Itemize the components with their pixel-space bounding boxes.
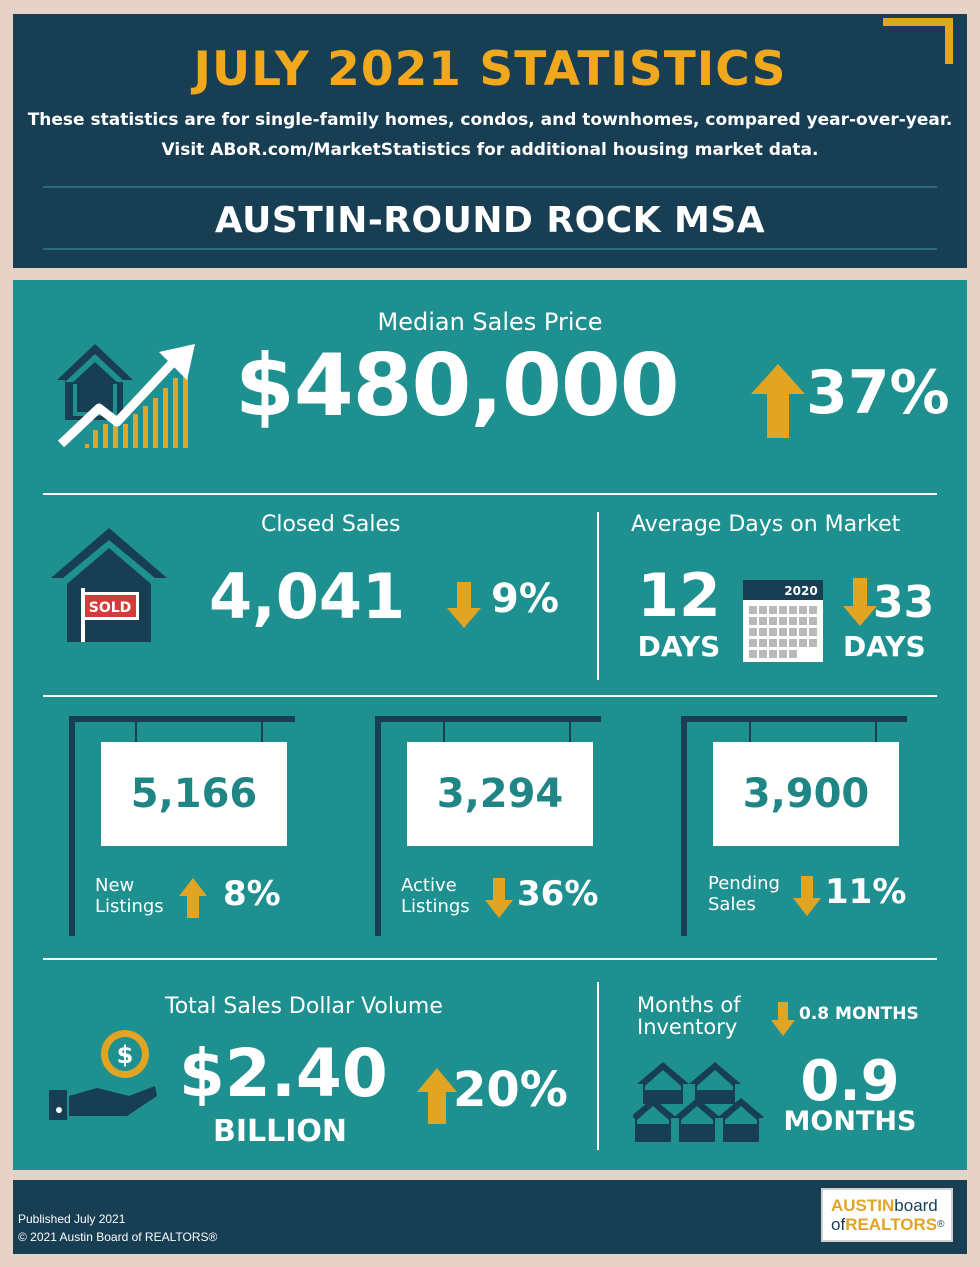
signpost-pole bbox=[69, 716, 75, 936]
closed-sales-label: Closed Sales bbox=[261, 512, 401, 537]
header-divider-top bbox=[43, 186, 937, 188]
divider-3 bbox=[43, 958, 937, 960]
arrow-down-icon bbox=[793, 876, 821, 916]
houses-icon bbox=[633, 1062, 763, 1142]
inventory-change: 0.8 MONTHS bbox=[799, 1004, 919, 1024]
signpost-arm bbox=[681, 716, 907, 722]
new-listings-change: 8% bbox=[223, 874, 281, 914]
pending-sales-change: 11% bbox=[825, 872, 907, 912]
inventory-unit: MONTHS bbox=[783, 1106, 917, 1137]
closed-sales-change: 9% bbox=[491, 576, 559, 622]
volume-value: $2.40 bbox=[179, 1035, 388, 1112]
calendar-year: 2020 bbox=[784, 584, 817, 598]
arrow-up-icon bbox=[179, 878, 207, 918]
active-listings-label: Active Listings bbox=[401, 875, 470, 917]
header-divider-bottom bbox=[43, 248, 937, 250]
signpost-pole bbox=[375, 716, 381, 936]
volume-unit: BILLION bbox=[213, 1114, 348, 1149]
vertical-divider-2 bbox=[597, 982, 599, 1150]
money-hand-icon: $ bbox=[49, 1030, 157, 1120]
new-listings-card: 5,166 bbox=[101, 742, 287, 846]
calendar-icon: 2020 bbox=[743, 580, 823, 662]
arrow-down-icon bbox=[843, 578, 877, 626]
active-listings-change: 36% bbox=[517, 874, 599, 914]
corner-decoration bbox=[883, 18, 953, 64]
arrow-up-icon bbox=[751, 364, 805, 438]
new-listings-label: New Listings bbox=[95, 875, 164, 917]
subtitle-line1: These statistics are for single-family h… bbox=[27, 110, 953, 130]
volume-label: Total Sales Dollar Volume bbox=[165, 994, 443, 1019]
days-on-market-unit: DAYS bbox=[637, 630, 721, 663]
house-growth-icon bbox=[57, 344, 195, 448]
signpost-pole bbox=[681, 716, 687, 936]
copyright: © 2021 Austin Board of REALTORS® bbox=[18, 1230, 218, 1244]
pending-sales-card: 3,900 bbox=[713, 742, 899, 846]
stats-panel: Median Sales Price $480,000 37% Closed S… bbox=[13, 280, 967, 1170]
arrow-down-icon bbox=[447, 582, 481, 628]
divider-1 bbox=[43, 493, 937, 495]
footer: Published July 2021 © 2021 Austin Board … bbox=[13, 1180, 967, 1254]
pending-sales-label: Pending Sales bbox=[708, 873, 780, 915]
page-title: JULY 2021 STATISTICS bbox=[193, 42, 787, 97]
median-change: 37% bbox=[806, 358, 950, 428]
days-on-market-label: Average Days on Market bbox=[631, 512, 901, 537]
median-label: Median Sales Price bbox=[377, 308, 603, 336]
arrow-up-icon bbox=[417, 1068, 457, 1124]
austin-board-logo: AUSTINboard ofREALTORS® bbox=[821, 1188, 953, 1242]
days-on-market-change: 33 bbox=[873, 577, 935, 628]
days-on-market-value: 12 bbox=[637, 561, 721, 631]
region-title: AUSTIN-ROUND ROCK MSA bbox=[214, 200, 766, 241]
signpost-arm bbox=[69, 716, 295, 722]
published-date: Published July 2021 bbox=[18, 1212, 126, 1226]
closed-sales-value: 4,041 bbox=[209, 560, 406, 633]
sold-house-icon: SOLD bbox=[51, 528, 167, 642]
divider-2 bbox=[43, 695, 937, 697]
arrow-down-icon bbox=[771, 1002, 795, 1036]
arrow-down-icon bbox=[485, 878, 513, 918]
vertical-divider-1 bbox=[597, 512, 599, 680]
signpost-arm bbox=[375, 716, 601, 722]
svg-text:$: $ bbox=[117, 1041, 134, 1069]
days-on-market-change-unit: DAYS bbox=[843, 630, 926, 663]
volume-change: 20% bbox=[453, 1062, 568, 1118]
active-listings-card: 3,294 bbox=[407, 742, 593, 846]
median-value: $480,000 bbox=[235, 336, 680, 436]
header: JULY 2021 STATISTICS These statistics ar… bbox=[13, 14, 967, 268]
inventory-label: Months of Inventory bbox=[637, 993, 741, 1039]
subtitle-line2: Visit ABoR.com/MarketStatistics for addi… bbox=[161, 140, 819, 160]
inventory-value: 0.9 bbox=[800, 1049, 900, 1114]
sold-sign-text: SOLD bbox=[89, 600, 132, 616]
